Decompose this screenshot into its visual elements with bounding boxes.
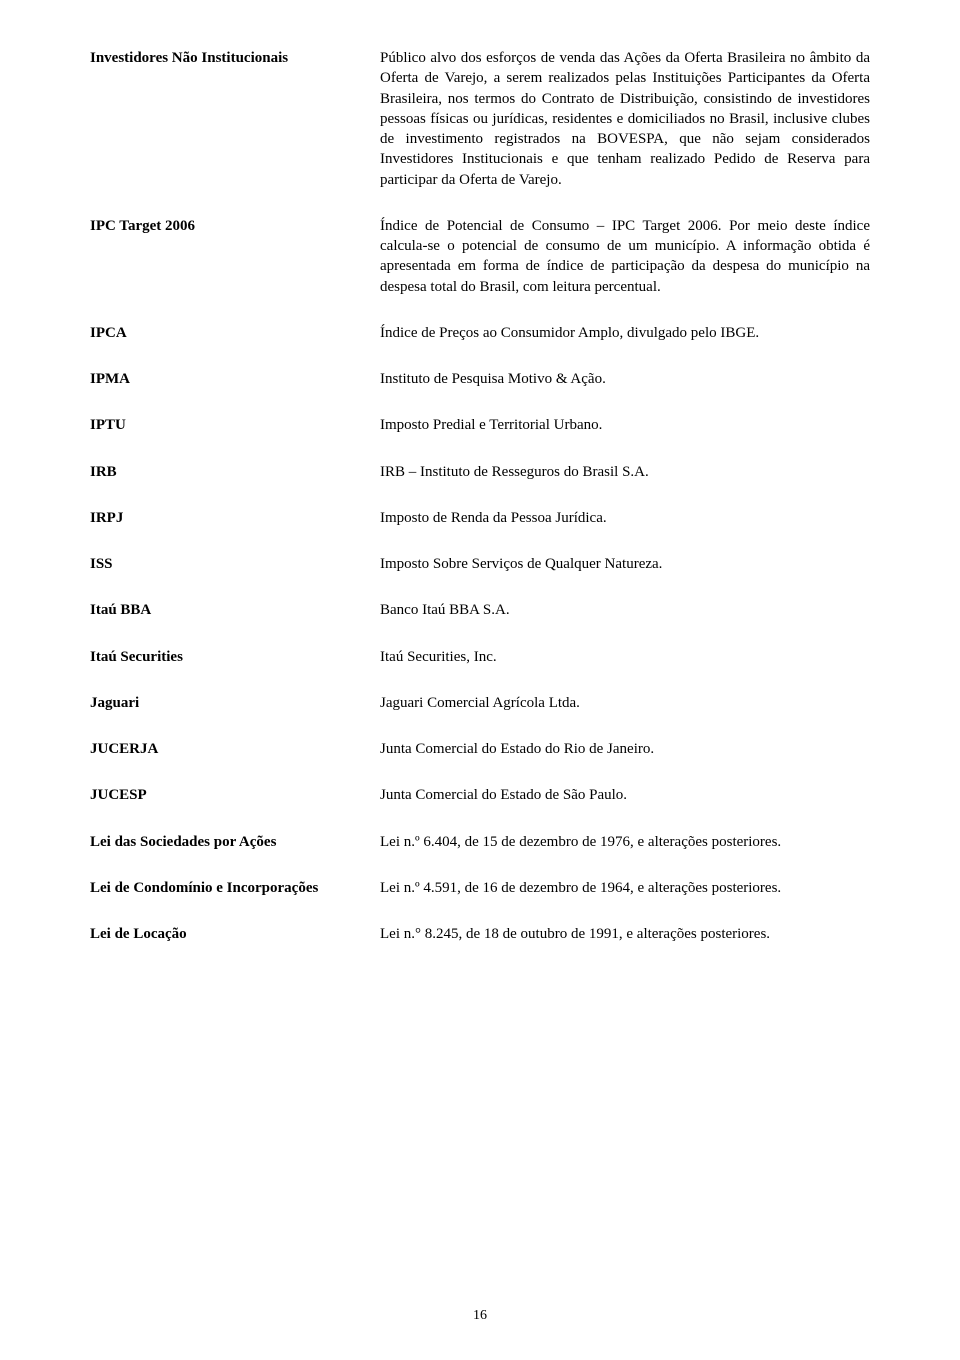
glossary-term: Investidores Não Institucionais	[90, 48, 380, 68]
glossary-row: IPCA Índice de Preços ao Consumidor Ampl…	[90, 323, 870, 343]
glossary-row: Itaú BBA Banco Itaú BBA S.A.	[90, 600, 870, 620]
glossary-definition: Índice de Potencial de Consumo – IPC Tar…	[380, 216, 870, 297]
glossary-row: IRPJ Imposto de Renda da Pessoa Jurídica…	[90, 508, 870, 528]
glossary-term: Lei de Locação	[90, 924, 380, 944]
glossary-row: ISS Imposto Sobre Serviços de Qualquer N…	[90, 554, 870, 574]
glossary-row: Itaú Securities Itaú Securities, Inc.	[90, 647, 870, 667]
glossary-term: IPTU	[90, 415, 380, 435]
glossary-definition: Lei n.º 4.591, de 16 de dezembro de 1964…	[380, 878, 870, 898]
glossary-term: Lei de Condomínio e Incorporações	[90, 878, 380, 898]
glossary-row: Investidores Não Institucionais Público …	[90, 48, 870, 190]
glossary-definition: Lei n.º 6.404, de 15 de dezembro de 1976…	[380, 832, 870, 852]
glossary-term: IRB	[90, 462, 380, 482]
glossary-term: IRPJ	[90, 508, 380, 528]
glossary-term: Jaguari	[90, 693, 380, 713]
glossary-definition: Imposto de Renda da Pessoa Jurídica.	[380, 508, 870, 528]
glossary-term: Itaú BBA	[90, 600, 380, 620]
glossary-definition: Junta Comercial do Estado do Rio de Jane…	[380, 739, 870, 759]
page-number: 16	[0, 1308, 960, 1324]
glossary-definition: Índice de Preços ao Consumidor Amplo, di…	[380, 323, 870, 343]
document-page: Investidores Não Institucionais Público …	[0, 0, 960, 944]
glossary-term: JUCESP	[90, 785, 380, 805]
glossary-row: IRB IRB – Instituto de Resseguros do Bra…	[90, 462, 870, 482]
glossary-definition: Imposto Predial e Territorial Urbano.	[380, 415, 870, 435]
glossary-row: IPMA Instituto de Pesquisa Motivo & Ação…	[90, 369, 870, 389]
glossary-definition: Lei n.° 8.245, de 18 de outubro de 1991,…	[380, 924, 870, 944]
glossary-term: IPCA	[90, 323, 380, 343]
glossary-definition: Banco Itaú BBA S.A.	[380, 600, 870, 620]
glossary-definition: Junta Comercial do Estado de São Paulo.	[380, 785, 870, 805]
glossary-term: IPMA	[90, 369, 380, 389]
glossary-definition: Jaguari Comercial Agrícola Ltda.	[380, 693, 870, 713]
glossary-definition: Imposto Sobre Serviços de Qualquer Natur…	[380, 554, 870, 574]
glossary-row: IPTU Imposto Predial e Territorial Urban…	[90, 415, 870, 435]
glossary-row: JUCERJA Junta Comercial do Estado do Rio…	[90, 739, 870, 759]
glossary-row: Jaguari Jaguari Comercial Agrícola Ltda.	[90, 693, 870, 713]
glossary-term: Itaú Securities	[90, 647, 380, 667]
glossary-definition: Itaú Securities, Inc.	[380, 647, 870, 667]
glossary-definition: IRB – Instituto de Resseguros do Brasil …	[380, 462, 870, 482]
glossary-row: JUCESP Junta Comercial do Estado de São …	[90, 785, 870, 805]
glossary-row: Lei das Sociedades por Ações Lei n.º 6.4…	[90, 832, 870, 852]
glossary-definition: Instituto de Pesquisa Motivo & Ação.	[380, 369, 870, 389]
glossary-term: ISS	[90, 554, 380, 574]
glossary-row: Lei de Locação Lei n.° 8.245, de 18 de o…	[90, 924, 870, 944]
glossary-term: Lei das Sociedades por Ações	[90, 832, 380, 852]
glossary-definition: Público alvo dos esforços de venda das A…	[380, 48, 870, 190]
glossary-row: Lei de Condomínio e Incorporações Lei n.…	[90, 878, 870, 898]
glossary-term: JUCERJA	[90, 739, 380, 759]
glossary-row: IPC Target 2006 Índice de Potencial de C…	[90, 216, 870, 297]
glossary-term: IPC Target 2006	[90, 216, 380, 236]
